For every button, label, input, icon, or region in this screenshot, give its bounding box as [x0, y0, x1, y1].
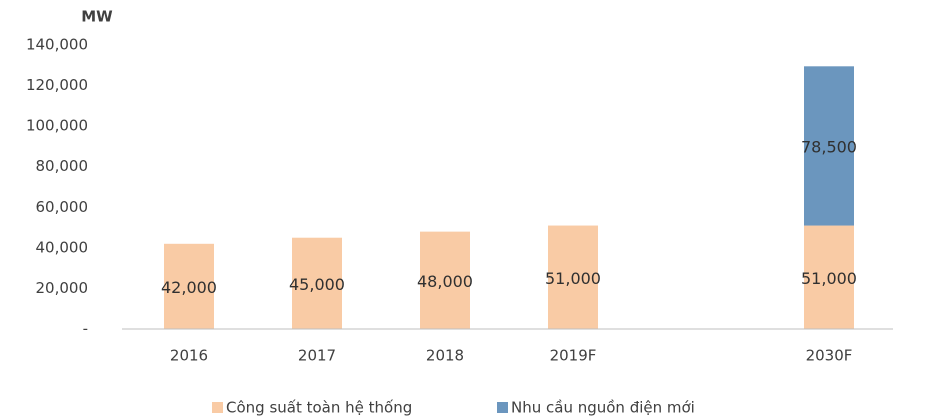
data-label: 51,000 [801, 269, 857, 288]
x-tick-label: 2017 [298, 347, 336, 365]
y-tick-label: 60,000 [36, 198, 89, 216]
y-tick-label: 140,000 [26, 36, 88, 54]
y-tick-label: 120,000 [26, 76, 88, 94]
data-label: 51,000 [545, 269, 601, 288]
x-tick-label: 2016 [170, 347, 208, 365]
bar-segment [804, 66, 854, 226]
data-label: 78,500 [801, 137, 857, 156]
bar-segment [292, 237, 342, 329]
y-tick-label: - [83, 320, 88, 338]
legend-label: Công suất toàn hệ thống [226, 399, 412, 417]
x-tick-label: 2019F [550, 347, 597, 365]
y-tick-label: 100,000 [26, 117, 88, 135]
bar-segment [420, 231, 470, 329]
y-tick-label: 20,000 [36, 279, 89, 297]
x-tick-label: 2018 [426, 347, 464, 365]
bar-segment [164, 243, 214, 329]
data-label: 45,000 [289, 275, 345, 294]
legend-swatch [497, 402, 508, 413]
bar-segment [804, 225, 854, 329]
bar-segment [548, 225, 598, 329]
x-tick-label: 2030F [806, 347, 853, 365]
legend-swatch [212, 402, 223, 413]
y-tick-label: 80,000 [36, 157, 89, 175]
y-tick-label: 40,000 [36, 238, 89, 256]
legend-label: Nhu cầu nguồn điện mới [511, 399, 695, 417]
data-label: 48,000 [417, 272, 473, 291]
y-axis-label: MW [81, 8, 113, 26]
data-label: 42,000 [161, 278, 217, 297]
